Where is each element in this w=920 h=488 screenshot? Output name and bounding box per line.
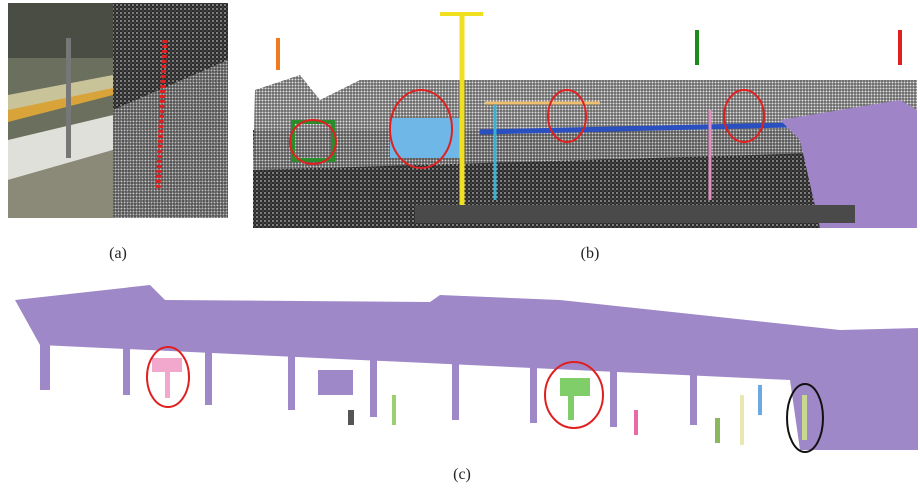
panel-c: [15, 285, 918, 452]
panel-b: [253, 3, 917, 228]
panel-caption: (a): [109, 245, 127, 262]
panel-caption: (c): [453, 466, 471, 483]
figure: (a) (b): [0, 0, 920, 488]
panel-a: [8, 3, 228, 218]
panel-caption: (b): [581, 245, 600, 262]
